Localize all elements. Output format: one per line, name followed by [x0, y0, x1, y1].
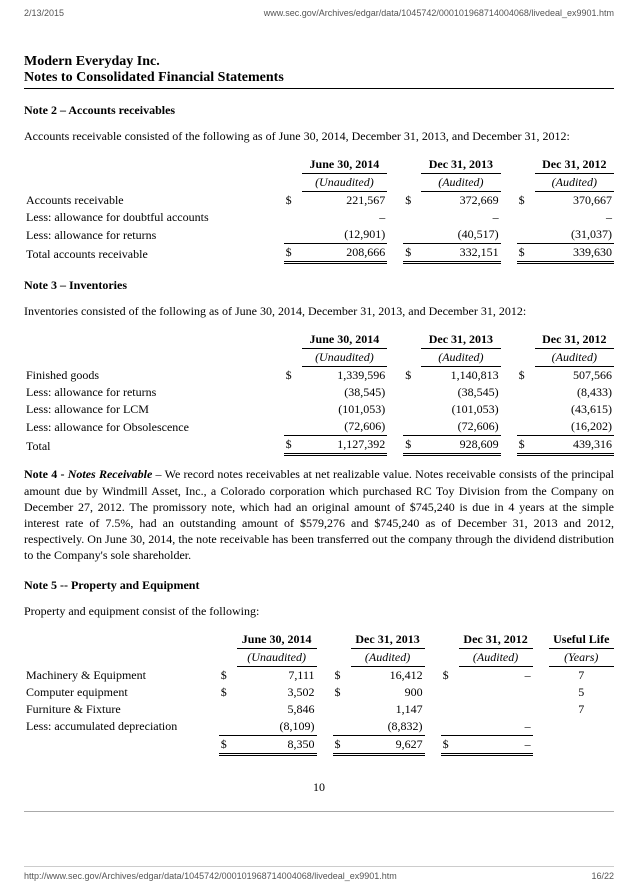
doc-title: Notes to Consolidated Financial Statemen… — [24, 70, 614, 89]
col-status: (Unaudited) — [302, 174, 388, 192]
table-row: Less: allowance for Obsolescence (72,606… — [24, 418, 614, 436]
footer-url: http://www.sec.gov/Archives/edgar/data/1… — [24, 871, 397, 881]
note2-intro: Accounts receivable consisted of the fol… — [24, 128, 614, 144]
company-name: Modern Everyday Inc. — [24, 54, 614, 70]
page-separator — [24, 811, 614, 812]
note3-table: June 30, 2014 Dec 31, 2013 Dec 31, 2012 … — [24, 331, 614, 456]
table-total-row: Total $1,127,392 $928,609 $439,316 — [24, 436, 614, 455]
note3-heading: Note 3 – Inventories — [24, 278, 614, 293]
table-row: Less: allowance for LCM (101,053) (101,0… — [24, 401, 614, 418]
note3-intro: Inventories consisted of the following a… — [24, 303, 614, 319]
footer-page: 16/22 — [591, 871, 614, 881]
note5-intro: Property and equipment consist of the fo… — [24, 603, 614, 619]
table-total-row: Total accounts receivable $208,666 $332,… — [24, 244, 614, 263]
col-header: June 30, 2014 — [302, 156, 388, 174]
print-date: 2/13/2015 — [24, 8, 64, 18]
table-row: Less: allowance for returns (12,901) (40… — [24, 226, 614, 244]
note5-heading: Note 5 -- Property and Equipment — [24, 578, 614, 593]
note4-heading-italic: Notes Receivable — [68, 467, 153, 481]
col-status: (Audited) — [421, 174, 500, 192]
browser-header: 2/13/2015 www.sec.gov/Archives/edgar/dat… — [24, 8, 614, 18]
table-row: Furniture & Fixture 5,846 1,147 7 — [24, 701, 614, 718]
col-header: Dec 31, 2013 — [421, 156, 500, 174]
table-row: Machinery & Equipment $7,111 $16,412 $– … — [24, 666, 614, 684]
note5-table: June 30, 2014 Dec 31, 2013 Dec 31, 2012 … — [24, 631, 614, 756]
note4-prefix: Note 4 - — [24, 467, 68, 481]
table-row: Less: allowance for returns (38,545) (38… — [24, 384, 614, 401]
note2-heading: Note 2 – Accounts receivables — [24, 103, 614, 118]
table-row: Computer equipment $3,502 $900 5 — [24, 684, 614, 701]
col-status: (Audited) — [535, 174, 614, 192]
table-row: Less: allowance for doubtful accounts – … — [24, 209, 614, 226]
table-row: Accounts receivable $221,567 $372,669 $3… — [24, 192, 614, 210]
table-total-row: $8,350 $9,627 $– — [24, 735, 614, 754]
col-header: Dec 31, 2012 — [535, 156, 614, 174]
table-row: Less: accumulated depreciation (8,109) (… — [24, 718, 614, 736]
note4-paragraph: Note 4 - Notes Receivable – We record no… — [24, 466, 614, 563]
browser-footer: http://www.sec.gov/Archives/edgar/data/1… — [24, 866, 614, 881]
page-number: 10 — [24, 780, 614, 795]
note2-table: June 30, 2014 Dec 31, 2013 Dec 31, 2012 … — [24, 156, 614, 264]
table-row: Finished goods $1,339,596 $1,140,813 $50… — [24, 367, 614, 385]
note4-body: – We record notes receivables at net rea… — [24, 467, 614, 562]
print-url: www.sec.gov/Archives/edgar/data/1045742/… — [264, 8, 614, 18]
